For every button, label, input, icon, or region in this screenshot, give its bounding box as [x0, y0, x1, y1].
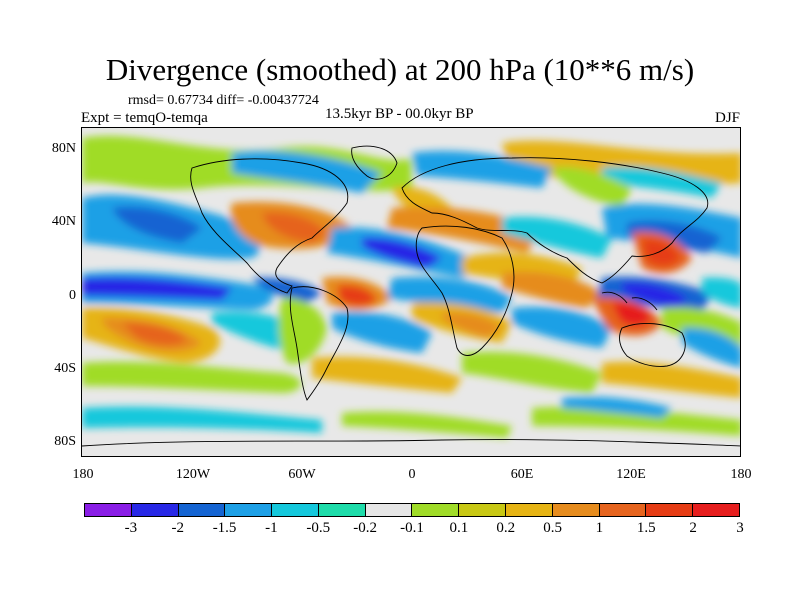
colorbar-swatch: [85, 504, 132, 516]
colorbar-label: -1.5: [212, 520, 237, 536]
eurasia-outline: [401, 157, 709, 284]
lon-label-0: 0: [408, 467, 416, 482]
divergence-map: [81, 127, 741, 457]
lon-label-60e: 60E: [510, 467, 534, 482]
lat-label-80n: 80N: [51, 141, 76, 156]
colorbar-label: -0.2: [353, 520, 378, 536]
rmsd-diff-stats: rmsd= 0.67734 diff= -0.00437724: [128, 93, 319, 108]
lon-label-120w: 120W: [175, 467, 211, 482]
greenland-outline: [351, 145, 398, 180]
colorbar-swatch: [272, 504, 319, 516]
colorbar-swatch: [318, 504, 366, 516]
colorbar-label: 1.5: [636, 520, 656, 536]
lat-label-40n: 40N: [51, 214, 76, 229]
colorbar-label: 1: [595, 520, 604, 536]
colorbar-label: 2: [689, 520, 697, 536]
colorbar-label: -0.1: [400, 520, 424, 536]
coastlines: [82, 145, 740, 447]
lon-label-60w: 60W: [288, 467, 316, 482]
colorbar-label: 3: [736, 520, 744, 536]
colorbar-swatch: [646, 504, 694, 516]
lon-label-180e: 180: [730, 467, 752, 482]
south-america-outline: [289, 286, 349, 401]
colorbar-swatch: [552, 504, 600, 516]
australia-outline: [619, 323, 686, 367]
colorbar-swatch: [225, 504, 273, 516]
lon-label-180w: 180: [72, 467, 94, 482]
experiment-label: Expt = temqO-temqa: [81, 110, 208, 126]
antarctica-outline: [82, 439, 740, 447]
colorbar: [84, 503, 740, 517]
period-label: 13.5kyr BP - 00.0kyr BP: [325, 106, 474, 122]
lon-label-120e: 120E: [616, 467, 646, 482]
colorbar-swatch: [178, 504, 226, 516]
colorbar-label: 0.2: [496, 520, 516, 536]
map-canvas: [82, 128, 740, 456]
north-america-outline: [190, 158, 349, 294]
lat-label-0: 0: [69, 288, 76, 303]
lat-label-80s: 80S: [54, 434, 76, 449]
colorbar-label: 0.1: [449, 520, 469, 536]
colorbar-swatch: [506, 504, 553, 516]
map-title: Divergence (smoothed) at 200 hPa (10**6 …: [105, 52, 695, 87]
colorbar-swatch: [131, 504, 179, 516]
colorbar-label: -3: [124, 520, 138, 536]
colorbar-label: -1: [265, 520, 278, 536]
divergence-field: [82, 135, 740, 438]
colorbar-swatch: [365, 504, 413, 516]
colorbar-swatch: [599, 504, 647, 516]
lat-label-40s: 40S: [54, 361, 76, 376]
colorbar-swatch: [459, 504, 507, 516]
new-guinea-outline: [631, 297, 658, 311]
colorbar-label: -0.5: [306, 520, 331, 536]
colorbar-label: -2: [171, 520, 184, 536]
maritime-islands-outline: [601, 291, 628, 304]
colorbar-label: 0.5: [543, 520, 562, 536]
colorbar-swatch: [693, 504, 739, 516]
africa-outline: [415, 225, 515, 356]
season-label: DJF: [714, 110, 740, 126]
colorbar-swatch: [412, 504, 460, 516]
